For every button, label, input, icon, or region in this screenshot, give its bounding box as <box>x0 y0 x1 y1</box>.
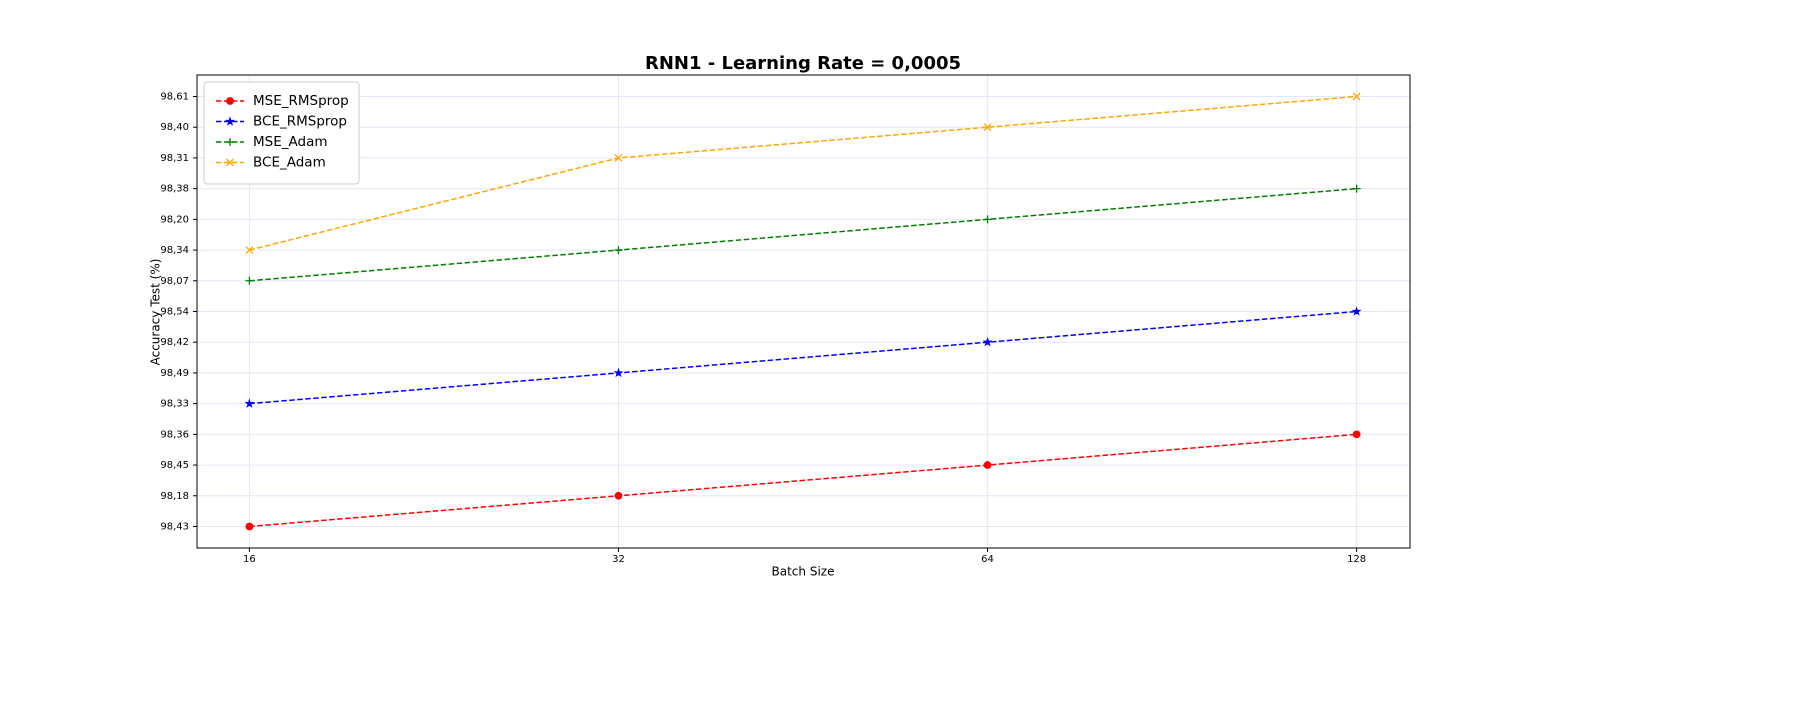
x-tick-label: 32 <box>612 554 625 565</box>
marker <box>983 461 992 469</box>
legend-label: MSE_Adam <box>253 134 328 150</box>
legend-label: BCE_Adam <box>253 155 326 171</box>
y-tick-label: 98,43 <box>160 522 189 533</box>
marker <box>614 491 623 500</box>
plot-frame <box>196 74 1411 549</box>
marker <box>1352 430 1361 439</box>
y-tick-label: 98,33 <box>160 399 189 410</box>
y-axis-label: Accuracy Test (%) <box>149 259 163 366</box>
x-tick-label: 64 <box>981 554 994 565</box>
legend-label: MSE_RMSprop <box>253 93 349 109</box>
y-tick-label: 98,34 <box>160 245 189 256</box>
marker <box>244 398 255 408</box>
chart-title: RNN1 - Learning Rate = 0,0005 <box>645 53 961 74</box>
marker <box>245 522 254 531</box>
series-line <box>249 187 1357 282</box>
marker <box>1352 92 1361 101</box>
legend-frame <box>203 81 360 185</box>
y-tick-label: 98,07 <box>160 276 189 287</box>
legend: MSE_RMSprop BCE_RMSprop MSE_Adam BCE_Adam <box>203 81 360 185</box>
y-tick-label: 98,20 <box>160 214 189 225</box>
x-axis-label: Batch Size <box>772 565 835 579</box>
y-tick-label: 98,54 <box>160 307 189 318</box>
series-line <box>249 310 1357 405</box>
legend-marker <box>226 138 234 146</box>
y-tick-label: 98,45 <box>160 460 189 471</box>
marker <box>614 246 623 255</box>
marker <box>983 215 992 224</box>
marker <box>982 336 993 347</box>
marker <box>245 276 254 285</box>
y-tick-label: 98,40 <box>160 122 189 133</box>
x-tick-label: 128 <box>1347 554 1366 565</box>
marker <box>613 367 624 378</box>
legend-label: BCE_RMSprop <box>253 114 347 130</box>
marker <box>983 123 992 132</box>
y-tick-label: 98,18 <box>160 491 189 502</box>
y-tick-label: 98,61 <box>160 92 189 103</box>
series-line <box>249 433 1357 528</box>
marker <box>614 153 623 162</box>
legend-marker <box>226 158 234 167</box>
y-tick-label: 98,36 <box>160 429 189 440</box>
y-tick-label: 98,38 <box>160 184 189 195</box>
legend-marker <box>226 97 234 105</box>
marker <box>1352 184 1361 193</box>
y-tick-label: 98,49 <box>160 368 189 379</box>
legend-marker <box>225 116 235 126</box>
y-tick-label: 98,42 <box>160 337 189 348</box>
marker <box>245 246 254 255</box>
x-tick-label: 16 <box>243 554 256 565</box>
y-tick-label: 98,31 <box>160 153 189 164</box>
marker <box>1351 306 1362 316</box>
